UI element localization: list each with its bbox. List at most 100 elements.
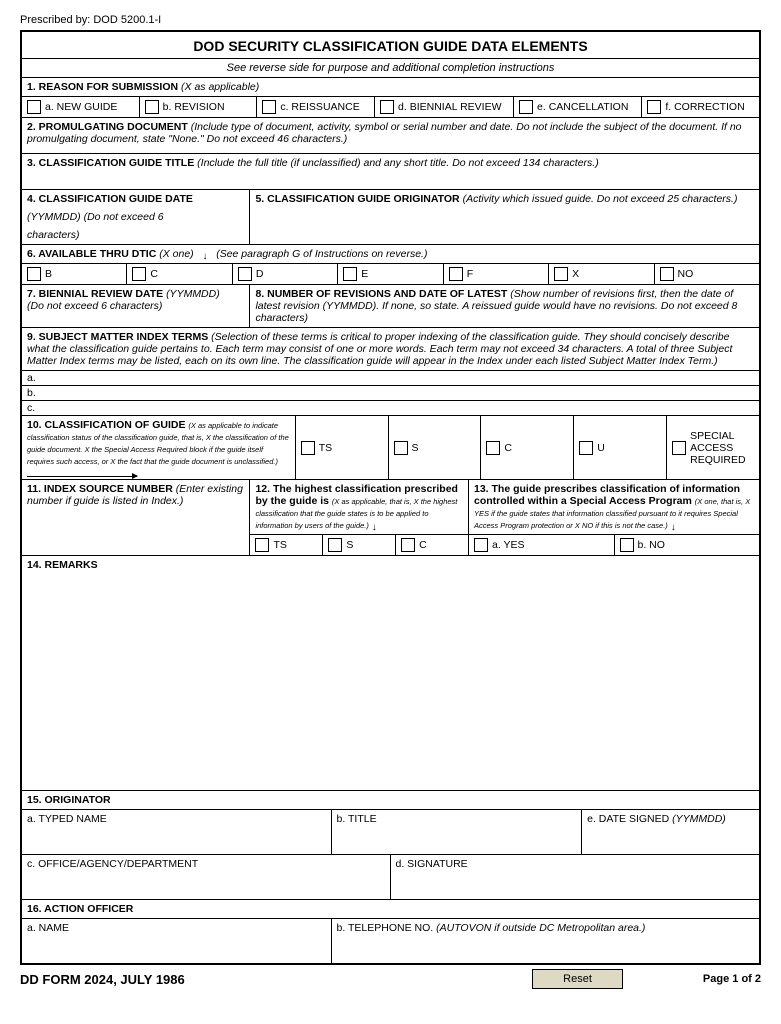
s1-opt-b[interactable]: b. REVISION <box>140 97 258 117</box>
s9-b[interactable]: b. <box>22 386 759 401</box>
s1-opt-f[interactable]: f. CORRECTION <box>642 97 759 117</box>
s16-name[interactable]: a. NAME <box>22 919 332 963</box>
s10-sar[interactable]: SPECIAL ACCESS REQUIRED <box>666 416 759 479</box>
s15-title[interactable]: b. TITLE <box>332 810 583 854</box>
s6-opt-d-label: D <box>256 268 264 280</box>
s6-opt-c[interactable]: C <box>127 264 232 284</box>
s1-opt-c-label: c. REISSUANCE <box>280 101 359 113</box>
s15-b-label: b. TITLE <box>337 813 377 825</box>
s15-a-label: a. TYPED NAME <box>27 813 107 825</box>
s6-opt-b[interactable]: B <box>22 264 127 284</box>
section-11: 11. INDEX SOURCE NUMBER (Enter existing … <box>22 480 250 555</box>
s13-no-label: b. NO <box>638 539 665 551</box>
section-4: 4. CLASSIFICATION GUIDE DATE (YYMMDD) (D… <box>22 190 250 244</box>
s10-c-label: C <box>504 442 512 454</box>
s15-c-label: c. OFFICE/AGENCY/DEPARTMENT <box>27 858 198 870</box>
section-6: 6. AVAILABLE THRU DTIC (X one) ↓ (See pa… <box>22 245 759 285</box>
s16-b-label: b. TELEPHONE NO. <box>337 922 434 934</box>
s13-yes[interactable]: a. YES <box>469 535 615 555</box>
s6-heading: 6. AVAILABLE THRU DTIC <box>27 248 156 260</box>
s10-sar-label: SPECIAL ACCESS REQUIRED <box>690 430 754 466</box>
page-indicator: Page 1 of 2 <box>703 973 761 985</box>
s6-right-note: (See paragraph G of Instructions on reve… <box>216 248 427 260</box>
s13-yes-label: a. YES <box>492 539 525 551</box>
s4-note1: (YYMMDD) (Do not exceed 6 <box>27 211 244 223</box>
s9-a[interactable]: a. <box>22 371 759 386</box>
section-9: 9. SUBJECT MATTER INDEX TERMS (Selection… <box>22 328 759 416</box>
section-15-row2: c. OFFICE/AGENCY/DEPARTMENT d. SIGNATURE <box>22 855 759 900</box>
s7-note2: (Do not exceed 6 characters) <box>27 300 244 312</box>
s12-ts-label: TS <box>273 539 286 551</box>
s6-opt-d[interactable]: D <box>233 264 338 284</box>
s16-telephone[interactable]: b. TELEPHONE NO. (AUTOVON if outside DC … <box>332 919 759 963</box>
section-3: 3. CLASSIFICATION GUIDE TITLE (Include t… <box>22 154 759 190</box>
down-arrow-icon: ↓ <box>372 522 377 533</box>
section-14[interactable]: 14. REMARKS <box>22 556 759 791</box>
s1-opt-c[interactable]: c. REISSUANCE <box>257 97 375 117</box>
s12-c[interactable]: C <box>396 535 468 555</box>
form-subtitle: See reverse side for purpose and additio… <box>22 59 759 78</box>
form-number: DD FORM 2024, JULY 1986 <box>20 972 185 987</box>
s9-c[interactable]: c. <box>22 401 759 416</box>
s3-note: (Include the full title (if unclassified… <box>197 157 599 169</box>
s12-c-label: C <box>419 539 427 551</box>
s6-opt-no[interactable]: NO <box>655 264 759 284</box>
s12-s-label: S <box>346 539 353 551</box>
s6-opt-f-label: F <box>467 268 473 280</box>
section-16-header: 16. ACTION OFFICER <box>22 900 759 919</box>
s15-d-label: d. SIGNATURE <box>396 858 468 870</box>
s15-typed-name[interactable]: a. TYPED NAME <box>22 810 332 854</box>
section-2: 2. PROMULGATING DOCUMENT (Include type o… <box>22 118 759 154</box>
prescribed-by: Prescribed by: DOD 5200.1-I <box>20 14 761 26</box>
s10-options: TS S C U SPECIAL ACCESS REQUIRED <box>295 416 759 479</box>
s1-opt-f-label: f. CORRECTION <box>665 101 744 113</box>
s15-e-note: (YYMMDD) <box>672 813 726 825</box>
s15-office[interactable]: c. OFFICE/AGENCY/DEPARTMENT <box>22 855 391 899</box>
s6-note: (X one) <box>159 248 193 260</box>
s1-note: (X as applicable) <box>181 81 259 93</box>
s6-opt-no-label: NO <box>678 268 694 280</box>
s6-opt-f[interactable]: F <box>444 264 549 284</box>
s1-opt-b-label: b. REVISION <box>163 101 225 113</box>
s10-s[interactable]: S <box>388 416 481 479</box>
s10-u[interactable]: U <box>573 416 666 479</box>
s15-signature[interactable]: d. SIGNATURE <box>391 855 760 899</box>
s8-heading: 8. NUMBER OF REVISIONS AND DATE OF LATES… <box>255 288 507 300</box>
s6-opt-e[interactable]: E <box>338 264 443 284</box>
section-10: 10. CLASSIFICATION OF GUIDE (X as applic… <box>22 416 759 480</box>
section-13: 13. The guide prescribes classification … <box>469 480 759 555</box>
s10-left: 10. CLASSIFICATION OF GUIDE (X as applic… <box>22 416 295 479</box>
s10-s-label: S <box>412 442 419 454</box>
s1-opt-a[interactable]: a. NEW GUIDE <box>22 97 140 117</box>
s7-note1: (YYMMDD) <box>166 288 220 300</box>
s7-heading: 7. BIENNIAL REVIEW DATE <box>27 288 163 300</box>
s16-a-label: a. NAME <box>27 922 69 934</box>
section-12: 12. The highest classification prescribe… <box>250 480 469 555</box>
reset-button[interactable]: Reset <box>532 969 623 989</box>
form-container: DOD SECURITY CLASSIFICATION GUIDE DATA E… <box>20 30 761 965</box>
s10-heading: 10. CLASSIFICATION OF GUIDE <box>27 419 185 431</box>
s1-opt-e[interactable]: e. CANCELLATION <box>514 97 642 117</box>
s10-c[interactable]: C <box>480 416 573 479</box>
section-15-row1: a. TYPED NAME b. TITLE e. DATE SIGNED (Y… <box>22 810 759 855</box>
s4-heading: 4. CLASSIFICATION GUIDE DATE <box>27 193 193 205</box>
s15-date-signed[interactable]: e. DATE SIGNED (YYMMDD) <box>582 810 759 854</box>
section-15-header: 15. ORIGINATOR <box>22 791 759 810</box>
s16-b-note: (AUTOVON if outside DC Metropolitan area… <box>436 922 645 934</box>
s12-options: TS S C <box>250 534 468 555</box>
section-11-12-13: 11. INDEX SOURCE NUMBER (Enter existing … <box>22 480 759 556</box>
s6-opt-e-label: E <box>361 268 368 280</box>
s1-heading: 1. REASON FOR SUBMISSION <box>27 81 178 93</box>
s6-opt-x[interactable]: X <box>549 264 654 284</box>
s1-opt-d[interactable]: d. BIENNIAL REVIEW <box>375 97 514 117</box>
s12-s[interactable]: S <box>323 535 396 555</box>
s13-no[interactable]: b. NO <box>615 535 760 555</box>
s9-heading: 9. SUBJECT MATTER INDEX TERMS <box>27 331 208 343</box>
s12-ts[interactable]: TS <box>250 535 323 555</box>
section-7: 7. BIENNIAL REVIEW DATE (YYMMDD) (Do not… <box>22 285 250 327</box>
s6-opt-x-label: X <box>572 268 579 280</box>
s10-ts[interactable]: TS <box>295 416 388 479</box>
down-arrow-icon: ↓ <box>671 522 676 533</box>
section-4-5: 4. CLASSIFICATION GUIDE DATE (YYMMDD) (D… <box>22 190 759 245</box>
form-title: DOD SECURITY CLASSIFICATION GUIDE DATA E… <box>22 32 759 59</box>
